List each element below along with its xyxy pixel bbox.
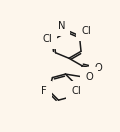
- Text: O: O: [85, 72, 93, 82]
- Text: O: O: [94, 63, 102, 73]
- Text: Cl: Cl: [71, 86, 81, 96]
- Text: Cl: Cl: [81, 26, 91, 36]
- Text: F: F: [41, 86, 47, 96]
- Text: N: N: [58, 21, 66, 31]
- Text: Cl: Cl: [42, 34, 52, 44]
